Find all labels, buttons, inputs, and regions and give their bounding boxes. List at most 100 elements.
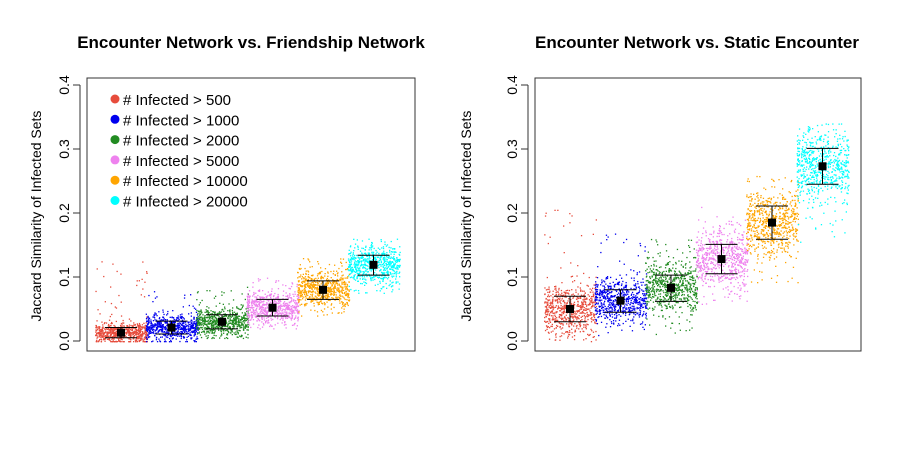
scatter-point xyxy=(556,291,558,293)
scatter-point xyxy=(116,270,118,273)
scatter-point xyxy=(364,260,366,262)
scatter-point xyxy=(362,266,364,268)
scatter-point xyxy=(229,327,231,329)
scatter-point xyxy=(152,340,154,342)
scatter-point xyxy=(349,273,351,275)
scatter-point xyxy=(137,336,139,338)
scatter-point xyxy=(257,278,260,280)
scatter-point xyxy=(564,306,566,308)
scatter-point xyxy=(161,331,163,333)
scatter-point xyxy=(641,284,643,286)
scatter-point xyxy=(135,338,138,340)
scatter-point xyxy=(319,273,321,275)
scatter-point xyxy=(585,298,587,300)
scatter-point xyxy=(335,297,337,299)
scatter-point xyxy=(209,319,211,322)
scatter-point xyxy=(356,267,359,269)
scatter-point xyxy=(310,291,312,293)
scatter-point xyxy=(350,258,352,260)
scatter-point xyxy=(354,271,356,273)
scatter-point xyxy=(231,319,233,321)
scatter-point xyxy=(296,310,298,312)
scatter-point xyxy=(547,301,549,303)
scatter-point xyxy=(544,287,546,289)
scatter-point xyxy=(156,325,159,327)
scatter-point xyxy=(380,256,382,258)
scatter-point xyxy=(239,327,241,329)
scatter-point xyxy=(266,313,268,316)
scatter-point xyxy=(195,319,197,321)
scatter-point xyxy=(331,297,333,299)
scatter-point xyxy=(354,257,356,260)
scatter-point xyxy=(576,305,578,307)
scatter-point xyxy=(577,303,579,305)
scatter-point xyxy=(365,245,367,247)
scatter-point xyxy=(365,273,368,275)
scatter-point xyxy=(378,277,380,279)
scatter-point xyxy=(299,264,301,266)
scatter-point xyxy=(202,318,204,320)
scatter-point xyxy=(223,315,225,318)
scatter-point xyxy=(273,328,275,330)
scatter-point xyxy=(384,243,386,246)
scatter-point xyxy=(149,329,151,331)
scatter-point xyxy=(268,302,271,304)
scatter-point xyxy=(100,330,102,333)
scatter-point xyxy=(313,279,315,281)
mean-marker xyxy=(218,317,226,326)
series-points xyxy=(594,233,648,337)
scatter-point xyxy=(301,278,303,280)
scatter-point xyxy=(259,279,261,281)
scatter-point xyxy=(210,324,213,326)
scatter-point xyxy=(338,287,340,289)
scatter-point xyxy=(571,314,573,316)
scatter-point xyxy=(316,287,318,289)
scatter-point xyxy=(269,324,272,326)
scatter-point xyxy=(386,287,388,289)
scatter-point xyxy=(294,317,296,319)
scatter-point xyxy=(287,297,289,299)
scatter-point xyxy=(268,295,270,297)
scatter-point xyxy=(591,305,593,308)
scatter-point xyxy=(216,320,218,322)
series-points xyxy=(544,209,598,343)
scatter-point xyxy=(305,297,307,299)
scatter-point xyxy=(263,324,265,326)
scatter-point xyxy=(318,298,320,300)
scatter-point xyxy=(146,320,149,322)
scatter-point xyxy=(346,301,348,304)
scatter-point xyxy=(386,259,388,261)
scatter-point xyxy=(390,273,392,275)
scatter-point xyxy=(602,291,605,294)
scatter-point xyxy=(396,267,398,269)
scatter-point xyxy=(212,336,214,339)
scatter-point xyxy=(300,291,302,293)
scatter-point xyxy=(315,296,317,298)
scatter-point xyxy=(158,322,160,324)
scatter-point xyxy=(268,314,271,316)
scatter-point xyxy=(545,289,548,291)
scatter-point xyxy=(306,293,308,295)
scatter-point xyxy=(266,277,269,279)
scatter-point xyxy=(279,299,281,302)
scatter-point xyxy=(235,317,237,319)
scatter-point xyxy=(190,322,193,324)
scatter-point xyxy=(176,317,178,319)
scatter-point xyxy=(182,321,184,324)
scatter-point xyxy=(548,318,551,320)
scatter-point xyxy=(234,316,236,318)
scatter-point xyxy=(210,319,212,322)
scatter-point xyxy=(340,301,343,303)
scatter-point xyxy=(97,329,99,331)
scatter-point xyxy=(632,318,634,320)
scatter-point xyxy=(112,329,114,331)
scatter-point xyxy=(200,327,203,329)
scatter-point xyxy=(578,322,580,324)
scatter-point xyxy=(179,335,181,337)
scatter-point xyxy=(310,293,312,296)
scatter-point xyxy=(267,319,270,321)
scatter-point xyxy=(621,288,623,290)
scatter-point xyxy=(212,322,214,324)
scatter-point xyxy=(331,288,333,290)
scatter-point xyxy=(588,334,590,337)
